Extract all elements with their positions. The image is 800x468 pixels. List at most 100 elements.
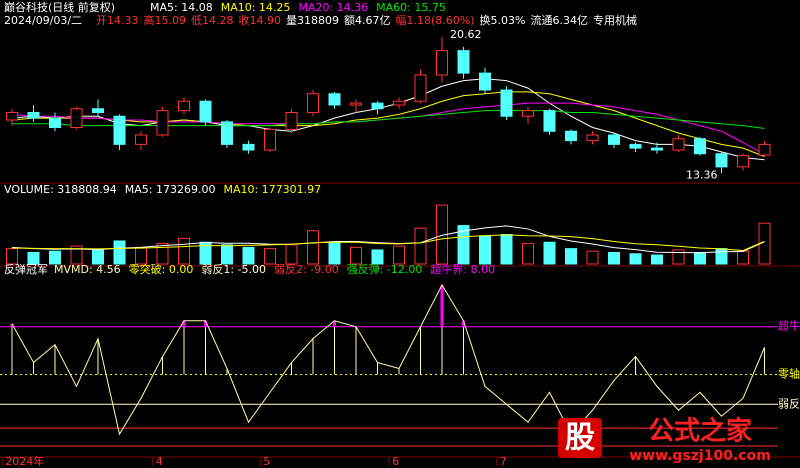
candle-body bbox=[199, 100, 212, 123]
candle-body bbox=[264, 128, 276, 151]
volume-bar bbox=[285, 244, 298, 265]
candle-body bbox=[479, 72, 491, 91]
ma-line bbox=[12, 110, 765, 129]
volume-bar bbox=[135, 246, 147, 265]
x-tick-label: 6 bbox=[392, 455, 399, 468]
watermark: 股 公式之家 www.gszj100.com bbox=[558, 416, 771, 464]
level-end-label: 弱反1 bbox=[778, 397, 800, 410]
x-tick-label: 7 bbox=[500, 455, 507, 468]
legend-entry: MA5: 14.08 bbox=[150, 1, 213, 14]
legend-entry: MA60: 15.75 bbox=[376, 1, 446, 14]
stock-name: 巅谷科技(日线 前复权) bbox=[4, 0, 115, 14]
volume-bar bbox=[414, 227, 427, 265]
header-item: 幅1.18(8.60%) bbox=[396, 14, 475, 27]
ma-line bbox=[11, 91, 765, 158]
volume-bar bbox=[522, 243, 534, 265]
candle-body bbox=[178, 100, 190, 112]
x-tick-label: 4 bbox=[156, 455, 163, 468]
candle-body bbox=[414, 74, 427, 102]
volume-ma-line bbox=[11, 225, 765, 254]
candle-body bbox=[49, 117, 61, 128]
header-item: 专用机械 bbox=[593, 13, 637, 27]
candle-body bbox=[6, 112, 18, 121]
header-item: 低14.28 bbox=[191, 14, 234, 27]
candle-body bbox=[221, 121, 233, 145]
volume-bar bbox=[651, 254, 663, 265]
volume-bar bbox=[49, 250, 61, 265]
legend-entry: VOLUME: 318808.94 bbox=[4, 183, 117, 196]
legend-entry: MA10: 177301.97 bbox=[223, 183, 321, 196]
header-item: 量318809 bbox=[286, 14, 339, 27]
volume-bar bbox=[457, 225, 470, 265]
legend-entry: MVMD: 4.56 bbox=[54, 263, 121, 276]
x-tick-label: 2024年 bbox=[5, 454, 44, 468]
header-item: 额4.67亿 bbox=[344, 14, 391, 27]
volume-bar bbox=[694, 251, 706, 265]
legend-entry: MA10: 14.25 bbox=[221, 1, 291, 14]
candle-body bbox=[608, 134, 620, 145]
volume-bar bbox=[608, 251, 620, 265]
candle-body bbox=[715, 153, 728, 168]
volume-bar bbox=[500, 234, 513, 265]
volume-bar bbox=[113, 240, 126, 265]
volume-bar bbox=[543, 241, 556, 265]
volume-bar bbox=[242, 246, 255, 265]
volume-bar bbox=[92, 249, 104, 265]
badge-box bbox=[558, 418, 602, 458]
candle-body bbox=[350, 102, 362, 106]
candle-body bbox=[135, 134, 147, 145]
volume-bar bbox=[737, 250, 749, 265]
date: 2024/09/03/二 bbox=[4, 14, 82, 27]
indicator-line bbox=[11, 283, 765, 436]
level-label: 超牛界: 8.00 bbox=[430, 262, 495, 276]
site-url: www.gszj100.com bbox=[629, 448, 771, 464]
candle-body bbox=[285, 112, 298, 130]
candle-body bbox=[92, 108, 104, 113]
candle-body bbox=[371, 102, 384, 110]
volume-bar bbox=[715, 248, 728, 265]
candle-body bbox=[393, 100, 405, 106]
volume-bar bbox=[350, 246, 362, 265]
volume-bar bbox=[221, 244, 233, 265]
candle-body bbox=[70, 108, 83, 128]
candle-body bbox=[651, 147, 663, 151]
volume-bar bbox=[6, 248, 18, 265]
level-end-label: 零轴线 bbox=[778, 366, 800, 380]
candle-body bbox=[113, 115, 126, 145]
legend-entry: MA20: 14.36 bbox=[298, 1, 368, 14]
badge: 股 bbox=[565, 421, 595, 456]
high-annotation: 20.62 bbox=[450, 28, 482, 41]
volume-bar bbox=[629, 253, 642, 265]
candle-body bbox=[565, 130, 577, 142]
level-label: 零突破: 0.00 bbox=[129, 262, 194, 276]
site-name: 公式之家 bbox=[648, 416, 752, 447]
volume-ma-line bbox=[11, 234, 765, 252]
candle-body bbox=[522, 110, 534, 117]
candle-body bbox=[156, 110, 169, 136]
volume-bar bbox=[586, 250, 599, 265]
candle-body bbox=[242, 143, 255, 151]
header-item: 高15.09 bbox=[144, 13, 187, 27]
volume-bar bbox=[27, 251, 40, 265]
header-item: 收14.90 bbox=[239, 13, 282, 27]
indicator-title: 反弹冠军 bbox=[4, 262, 48, 276]
x-tick-label: 5 bbox=[263, 455, 270, 468]
candle-body bbox=[307, 93, 319, 113]
volume-bar bbox=[307, 230, 319, 265]
candle-body bbox=[672, 138, 685, 151]
volume-bar bbox=[178, 237, 190, 265]
candle-body bbox=[457, 50, 470, 74]
level-end-label: 超牛线 bbox=[778, 319, 800, 333]
low-annotation: 13.36 bbox=[686, 168, 718, 181]
candle-body bbox=[586, 134, 599, 142]
candle-body bbox=[543, 110, 556, 132]
volume-bar bbox=[70, 245, 83, 265]
candle-body bbox=[694, 138, 706, 155]
volume-bar bbox=[264, 248, 276, 265]
volume-bar bbox=[393, 245, 405, 265]
level-label: 弱反2: -9.00 bbox=[274, 263, 339, 276]
volume-bar bbox=[156, 243, 169, 265]
level-label: 弱反1: -5.00 bbox=[201, 263, 266, 276]
header-item: 换5.03% bbox=[480, 13, 526, 27]
